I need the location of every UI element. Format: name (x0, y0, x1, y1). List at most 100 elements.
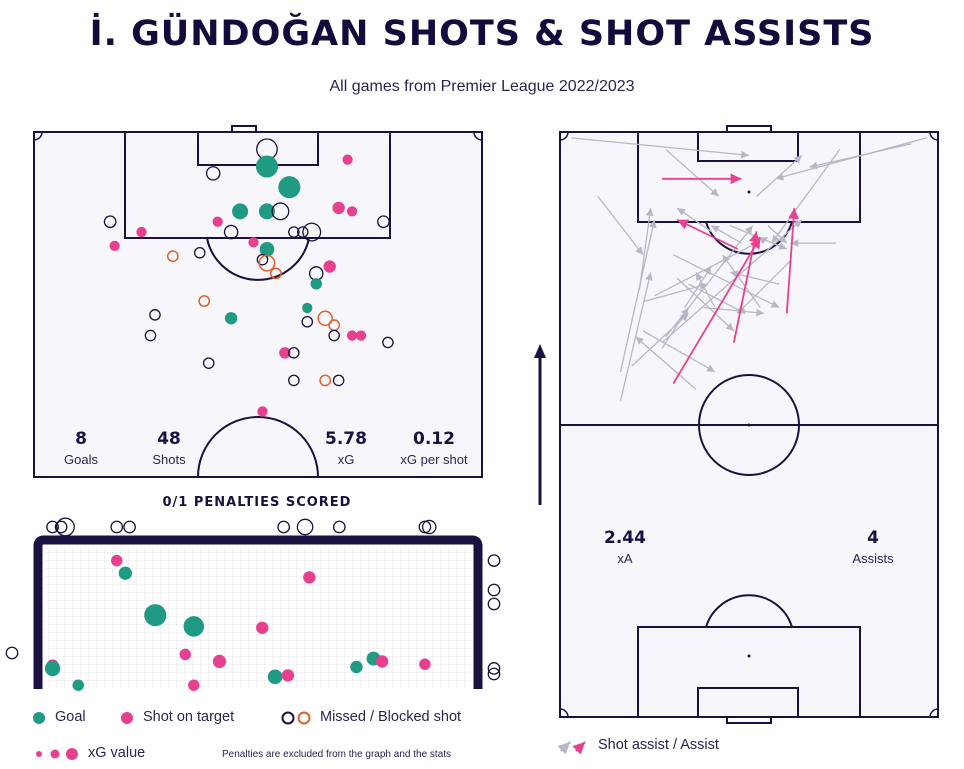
goal-mouth-miss-dot (487, 667, 501, 681)
goal-mouth-miss-dot (46, 520, 59, 534)
shot-stat-label: Shots (152, 452, 186, 467)
legend-xg-large (66, 748, 78, 760)
shot-dot-missed (144, 329, 157, 342)
shot-dot-missed (193, 246, 206, 259)
legend-on-target-dot (121, 712, 133, 724)
legend-blocked-dot (297, 711, 311, 725)
shot-dot-missed (302, 222, 322, 242)
shot-dot-missed (223, 224, 239, 240)
shot-dot-goal (310, 278, 322, 290)
goal-mouth-miss-dot (332, 520, 346, 534)
shot-dot-missed (288, 226, 300, 238)
shot-dot-blocked (319, 374, 332, 387)
shot-assist-arrow (661, 219, 803, 344)
goal-mouth-dot-goal (144, 604, 167, 627)
goal-mouth-miss-dot (123, 520, 136, 534)
shot-stat-label: Goals (64, 452, 98, 467)
shot-dot-on_target (212, 216, 223, 227)
shot-dot-missed (382, 336, 394, 349)
shot-dot-on_target (279, 347, 291, 359)
shot-assist-arrow (756, 154, 803, 197)
goal-mouth-dot-goal (44, 660, 61, 677)
shot-dot-goal (224, 312, 238, 325)
shot-stat-value: 8 (75, 429, 87, 449)
legend-assist-label: Shot assist / Assist (598, 737, 719, 753)
shot-dot-on_target (355, 330, 367, 341)
shot-assist-arrow (737, 260, 792, 314)
shot-dot-missed (103, 215, 117, 229)
shot-stats: 8 Goals 48 Shots 5.78 xG 0.12 xG per shot (64, 429, 468, 467)
goal-mouth-dot-on_target (179, 648, 191, 661)
shot-dot-missed (288, 347, 300, 359)
shot-dot-on_target (136, 226, 147, 238)
goal-mouth-miss-dot (487, 583, 501, 597)
legend-xg-label: xG value (88, 745, 146, 761)
shot-assist-arrow (642, 282, 708, 303)
goal-mouth-dot-goal (72, 679, 84, 691)
shot-stat-value: 48 (157, 429, 181, 449)
goal-mouth-dot-on_target (419, 658, 431, 670)
shot-dot-on_target (342, 154, 353, 165)
shot-assist-arrow (638, 207, 654, 291)
legend-xg-medium (50, 749, 60, 759)
shot-dot-blocked (166, 250, 179, 263)
assist-stat-label: Assists (852, 551, 894, 566)
assist-stat-value: 4 (867, 528, 879, 548)
goal-mouth-miss-dot (110, 520, 124, 534)
shot-dot-on_target (323, 260, 336, 273)
shot-dot-on_target (346, 330, 358, 341)
shot-stat-value: 5.78 (325, 429, 367, 449)
shot-assist-arrow (571, 137, 750, 159)
shot-dot-missed (202, 357, 215, 369)
shot-dot-blocked (258, 254, 276, 272)
page-title: İ. GÜNDOĞAN SHOTS & SHOT ASSISTS (89, 14, 875, 54)
shot-assist-arrow (676, 207, 712, 232)
footnote: Penalties are excluded from the graph an… (222, 749, 452, 760)
shot-dot-missed (205, 166, 221, 181)
shot-assist-arrow (710, 225, 742, 244)
shot-assist-arrow (665, 149, 720, 197)
assist-stat-label: xA (617, 551, 633, 566)
shot-assist-arrow (722, 254, 761, 308)
shot-assist-arrow (703, 306, 765, 317)
assist-arrow (672, 236, 762, 385)
goal-mouth-dot-on_target (111, 554, 123, 567)
shot-assist-arrow (661, 307, 690, 349)
shot-dot-goal (232, 203, 249, 220)
assist-arrow (785, 207, 799, 314)
shot-dot-missed (301, 315, 314, 328)
goal-mouth-miss-dot (5, 646, 19, 660)
goal-mouth-miss-dot (277, 520, 291, 534)
legend-assist-arrow (557, 741, 571, 755)
shot-assist-arrow (619, 219, 657, 372)
goal-mouth-dot-on_target (375, 655, 389, 668)
shot-dot-goal (258, 203, 275, 220)
shot-assist-arrow (635, 336, 697, 390)
goal-mouth-dot-goal (183, 616, 205, 637)
assist-stat-value: 2.44 (604, 528, 646, 548)
shot-dot-missed (297, 226, 309, 238)
shot-dot-missed (256, 253, 269, 266)
legend-missed-label: Missed / Blocked shot (320, 709, 462, 725)
shot-dot-missed (332, 374, 345, 387)
goal-mouth-miss-dot (54, 520, 68, 534)
goal-mouth-dot-goal (118, 566, 132, 580)
goal-mouth-dot-goal (350, 660, 363, 674)
shot-dot-missed (377, 215, 390, 229)
shot-assist-arrow (695, 272, 716, 308)
page-subtitle: All games from Premier League 2022/2023 (329, 78, 635, 95)
goal-mouth-miss-dot (487, 662, 501, 675)
shot-dot-missed (271, 202, 290, 221)
shot-stat-label: xG (338, 452, 355, 467)
shot-dot-missed (149, 309, 161, 321)
shot-assist-arrow (673, 254, 780, 309)
goal-mouth-dot-on_target (188, 679, 200, 691)
shot-dot-goal (255, 155, 279, 178)
shot-dot-on_target (109, 240, 120, 251)
goal-mouth-miss-dot (487, 597, 501, 611)
assist-stats: 2.44 xA 4 Assists (604, 528, 894, 566)
shot-stat-label: xG per shot (400, 452, 468, 467)
shot-dot-goal (278, 176, 301, 199)
legend-xg-small (36, 751, 42, 757)
